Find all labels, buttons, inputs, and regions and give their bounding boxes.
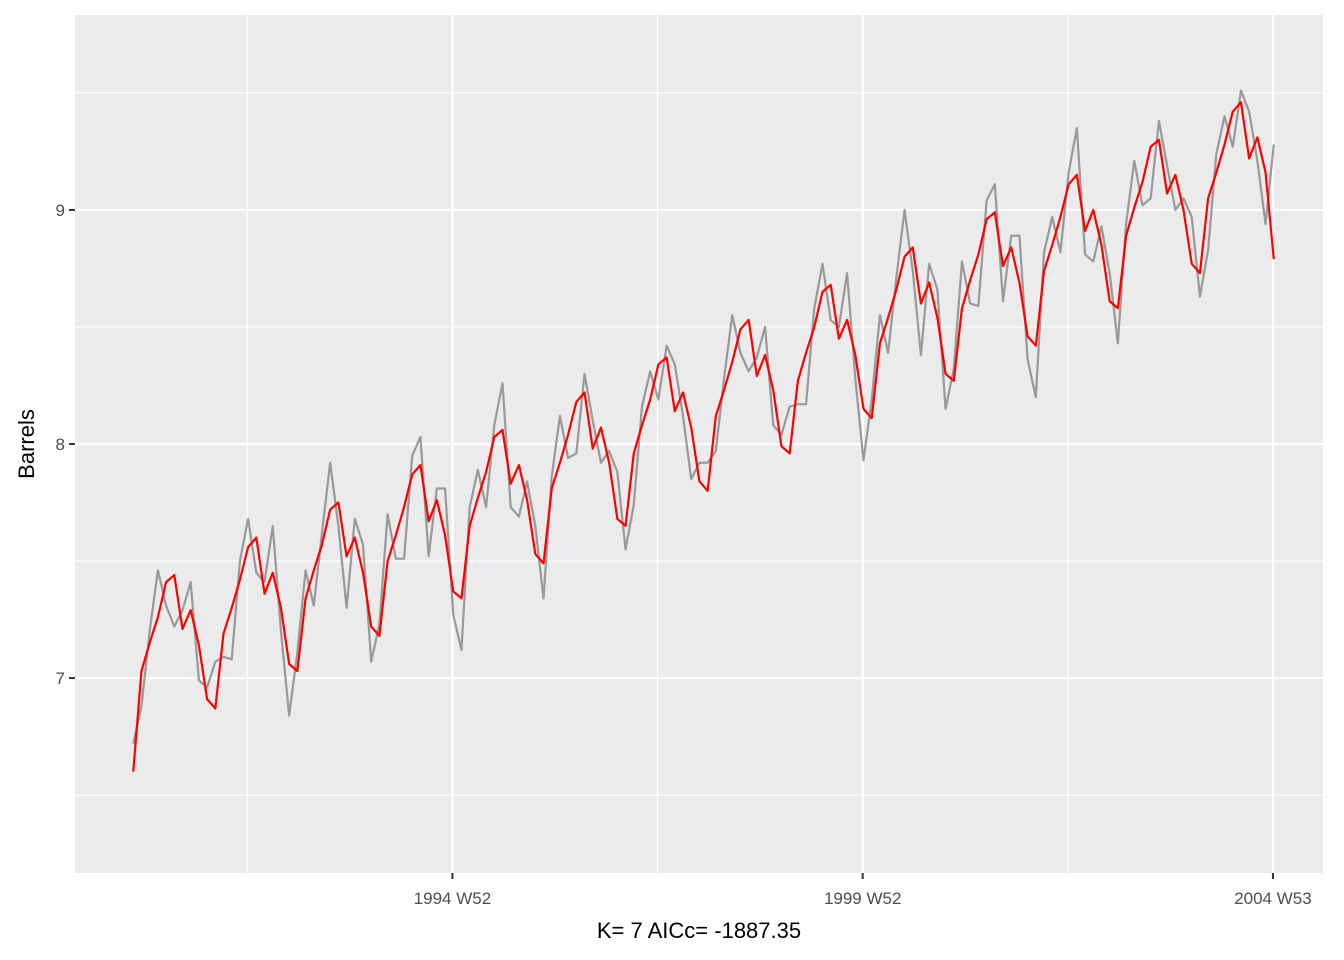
x-tick-label: 1994 W52 bbox=[414, 889, 492, 908]
y-axis-label: Barrels bbox=[14, 409, 39, 479]
x-tick-label: 1999 W52 bbox=[824, 889, 902, 908]
x-tick-label: 2004 W53 bbox=[1234, 889, 1312, 908]
x-axis-label: K= 7 AICc= -1887.35 bbox=[597, 918, 801, 943]
y-tick-label: 7 bbox=[56, 669, 65, 688]
y-tick-label: 8 bbox=[56, 435, 65, 454]
y-tick-label: 9 bbox=[56, 201, 65, 220]
series-line bbox=[132, 89, 1275, 744]
series-line bbox=[132, 101, 1275, 772]
